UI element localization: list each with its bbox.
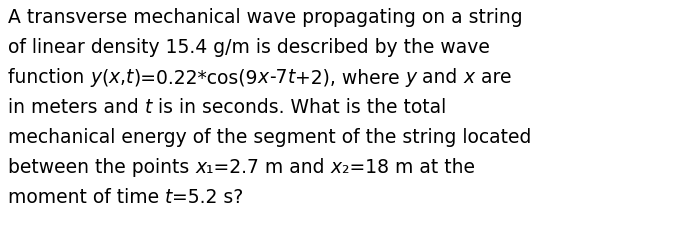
Text: y: y <box>90 68 101 87</box>
Text: moment of time: moment of time <box>8 188 165 207</box>
Text: x: x <box>331 158 342 177</box>
Text: (: ( <box>102 68 108 87</box>
Text: in meters and: in meters and <box>8 98 145 117</box>
Text: y: y <box>405 68 416 87</box>
Text: and: and <box>416 68 463 87</box>
Text: mechanical energy of the segment of the string located: mechanical energy of the segment of the … <box>8 128 531 147</box>
Text: is in seconds. What is the total: is in seconds. What is the total <box>152 98 447 117</box>
Text: -7: -7 <box>269 68 288 87</box>
Text: of linear density 15.4 g/m is described by the wave: of linear density 15.4 g/m is described … <box>8 38 490 57</box>
Text: ₁=2.7 m and: ₁=2.7 m and <box>206 158 331 177</box>
Text: function: function <box>8 68 90 87</box>
Text: x: x <box>258 68 269 87</box>
Text: t: t <box>165 188 172 207</box>
Text: t: t <box>126 68 133 87</box>
Text: between the points: between the points <box>8 158 195 177</box>
Text: x: x <box>463 68 475 87</box>
Text: are: are <box>475 68 512 87</box>
Text: t: t <box>145 98 152 117</box>
Text: x: x <box>195 158 206 177</box>
Text: =5.2 s?: =5.2 s? <box>172 188 244 207</box>
Text: ₂=18 m at the: ₂=18 m at the <box>342 158 475 177</box>
Text: x: x <box>108 68 120 87</box>
Text: +2), where: +2), where <box>295 68 405 87</box>
Text: t: t <box>288 68 295 87</box>
Text: )=0.22*cos(9: )=0.22*cos(9 <box>133 68 258 87</box>
Text: ,: , <box>120 68 126 87</box>
Text: A transverse mechanical wave propagating on a string: A transverse mechanical wave propagating… <box>8 8 523 27</box>
